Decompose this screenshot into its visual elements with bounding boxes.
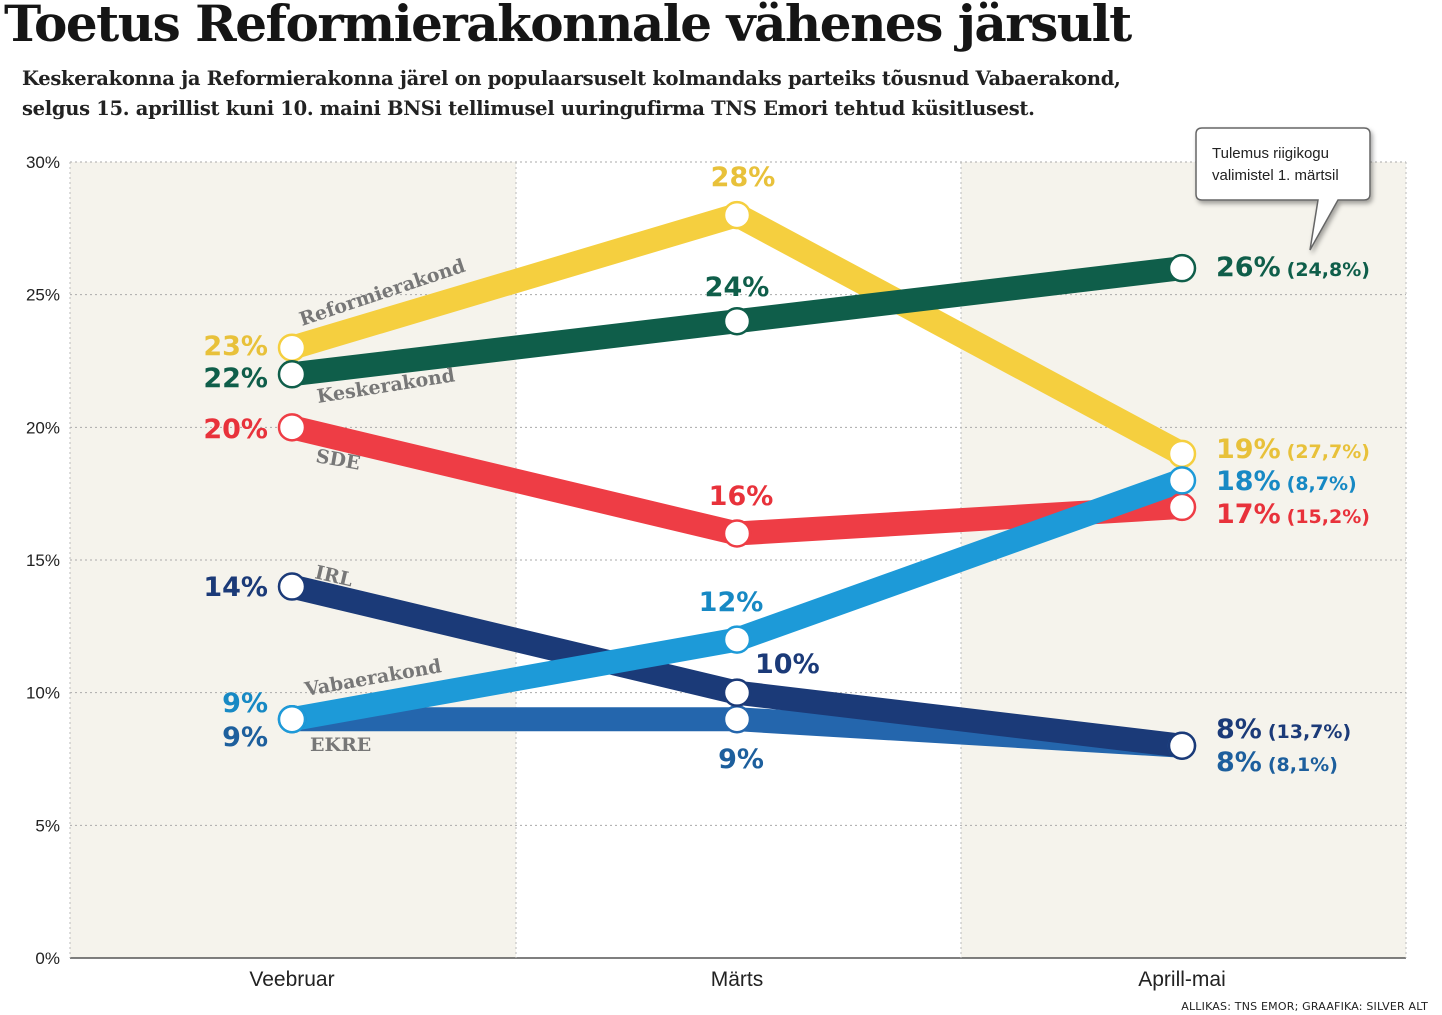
value-label-ekre: 9% (222, 722, 268, 753)
value-label-sde: 17% (15,2%) (1216, 499, 1370, 530)
value-label-keskerakond: 26% (24,8%) (1216, 252, 1370, 283)
value-label-percent: 10% (755, 649, 820, 680)
data-point-vabaerakond (722, 625, 752, 654)
election-result-label: (15,2%) (1287, 506, 1370, 528)
data-point-irl (722, 678, 752, 707)
data-point-reformierakond (277, 333, 307, 362)
y-tick-label: 0% (35, 949, 60, 968)
election-callout: Tulemus riigikogu valimistel 1. märtsil (1195, 127, 1371, 251)
value-label-irl: 10% (755, 649, 820, 680)
y-tick-label: 10% (26, 684, 60, 703)
series-points (277, 200, 1197, 760)
value-label-percent: 22% (203, 363, 268, 394)
data-point-reformierakond (1167, 439, 1197, 469)
election-result-label: (13,7%) (1268, 721, 1351, 743)
data-point-keskerakond (277, 360, 307, 389)
value-label-percent: 18% (1216, 466, 1281, 497)
value-label-percent: 17% (1216, 499, 1281, 530)
value-label-percent: 20% (203, 414, 268, 445)
data-point-keskerakond (1167, 253, 1197, 283)
y-tick-label: 25% (26, 286, 60, 305)
value-label-reformierakond: 23% (203, 331, 268, 362)
callout-line-2: valimistel 1. märtsil (1212, 167, 1339, 184)
value-label-percent: 9% (222, 688, 268, 719)
x-tick-label: Veebruar (249, 968, 334, 991)
x-tick-label: Märts (711, 968, 764, 991)
x-axis-ticks: Veebruar Märts Aprill-mai (249, 968, 1225, 991)
value-label-ekre: 9% (718, 744, 764, 775)
value-label-irl: 14% (203, 572, 268, 603)
gridlines (69, 161, 1407, 959)
y-tick-label: 5% (35, 816, 60, 835)
callout-line-1: Tulemus riigikogu (1212, 145, 1329, 162)
election-result-label: (27,7%) (1287, 441, 1370, 463)
value-label-percent: 14% (203, 572, 268, 603)
value-label-sde: 16% (709, 481, 774, 512)
data-point-keskerakond (722, 306, 752, 336)
value-label-percent: 26% (1216, 252, 1281, 283)
value-label-percent: 8% (1216, 714, 1262, 745)
election-result-label: (8,1%) (1268, 754, 1338, 776)
subtitle: Keskerakonna ja Reformierakonna järel on… (22, 67, 1121, 120)
x-tick-label: Aprill-mai (1138, 968, 1226, 991)
value-label-vabaerakond: 12% (699, 587, 764, 618)
value-label-percent: 16% (709, 481, 774, 512)
y-axis-ticks: 0% 5% 10% 15% 20% 25% 30% (26, 153, 60, 968)
value-label-percent: 9% (222, 722, 268, 753)
value-label-percent: 24% (705, 272, 770, 303)
data-point-irl (277, 572, 307, 601)
election-result-label: (24,8%) (1287, 259, 1370, 281)
value-label-reformierakond: 19% (27,7%) (1216, 434, 1370, 465)
data-point-irl (1167, 731, 1197, 760)
data-point-vabaerakond (1167, 466, 1197, 495)
value-labels: 23% 28% 19% (27,7%) 22% 24% 26% (24,8%) 20% 16% 17… (203, 162, 1370, 778)
data-point-sde (722, 519, 752, 548)
value-label-keskerakond: 22% (203, 363, 268, 394)
value-label-reformierakond: 28% (711, 162, 776, 193)
callout-bubble (1195, 127, 1371, 251)
value-label-percent: 19% (1216, 434, 1281, 465)
value-label-percent: 28% (711, 162, 776, 193)
data-point-reformierakond (722, 200, 752, 230)
series-name-ekre: EKRE (310, 734, 371, 756)
value-label-vabaerakond: 9% (222, 688, 268, 719)
data-point-ekre (722, 704, 752, 734)
source-credit: ALLIKAS: TNS EMOR; GRAAFIKA: SILVER ALT (1181, 1000, 1428, 1013)
y-tick-label: 20% (26, 418, 60, 437)
value-label-percent: 8% (1216, 747, 1262, 778)
value-label-percent: 9% (718, 744, 764, 775)
page-title: Toetus Reformierakonnale vähenes järsult (4, 0, 1132, 53)
data-point-sde (1167, 492, 1197, 522)
election-result-label: (8,7%) (1287, 473, 1357, 495)
data-point-sde (277, 413, 307, 442)
y-tick-label: 15% (26, 551, 60, 570)
value-label-keskerakond: 24% (705, 272, 770, 303)
value-label-vabaerakond: 18% (8,7%) (1216, 466, 1357, 497)
value-label-sde: 20% (203, 414, 268, 445)
data-point-vabaerakond (277, 704, 307, 734)
value-label-percent: 12% (699, 587, 764, 618)
value-label-ekre: 8% (8,1%) (1216, 747, 1338, 778)
value-label-percent: 23% (203, 331, 268, 362)
value-label-irl: 8% (13,7%) (1216, 714, 1351, 745)
y-tick-label: 30% (26, 153, 60, 172)
